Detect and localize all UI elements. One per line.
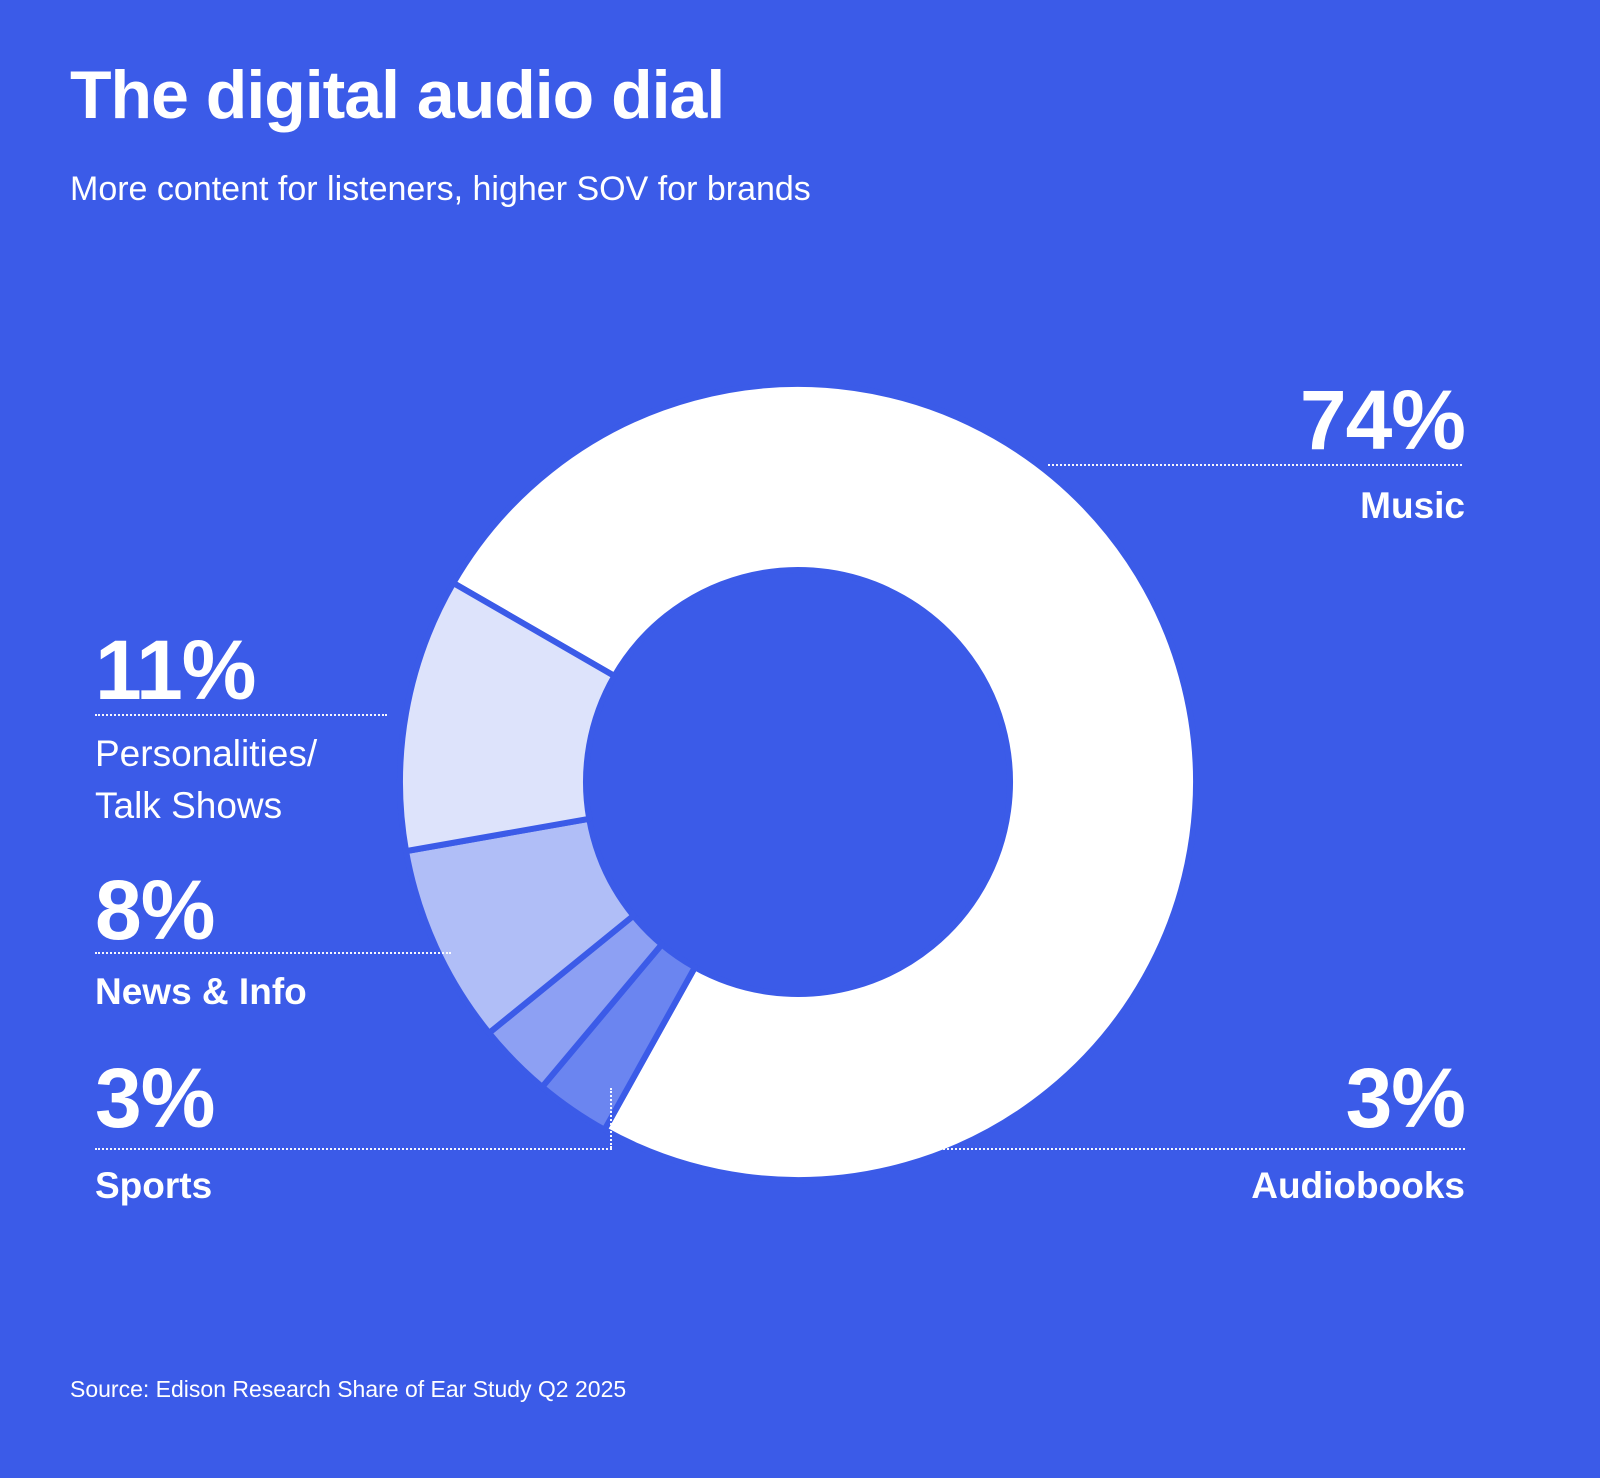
audiobooks-percent-label: 3% bbox=[1345, 1051, 1466, 1145]
sports-leader-line bbox=[95, 1148, 612, 1150]
page-subtitle: More content for listeners, higher SOV f… bbox=[70, 170, 811, 208]
personalities-label-line2: Talk Shows bbox=[95, 784, 283, 826]
donut-segment-music bbox=[450, 381, 1199, 1183]
source-note: Source: Edison Research Share of Ear Stu… bbox=[70, 1376, 627, 1402]
personalities-leader-line bbox=[95, 714, 387, 716]
music-label: Music bbox=[1360, 485, 1465, 526]
news-percent-label: 8% bbox=[95, 863, 215, 957]
audiobooks-leader-line-vertical bbox=[680, 1122, 682, 1148]
personalities-label: Personalities/ Talk Shows bbox=[95, 728, 317, 832]
audiobooks-leader-line bbox=[680, 1148, 1465, 1150]
sports-percent-label: 3% bbox=[95, 1051, 215, 1145]
personalities-label-line1: Personalities/ bbox=[95, 733, 318, 774]
audiobooks-label: Audiobooks bbox=[1251, 1165, 1465, 1206]
music-leader-line bbox=[1048, 464, 1462, 466]
donut-segment-personalities-talk-shows bbox=[397, 580, 618, 855]
sports-label: Sports bbox=[95, 1165, 213, 1206]
news-leader-line bbox=[95, 952, 451, 954]
donut-chart bbox=[397, 381, 1199, 1183]
sports-leader-line-vertical bbox=[610, 1088, 612, 1148]
music-percent-label: 74% bbox=[1299, 373, 1466, 467]
news-label: News & Info bbox=[95, 971, 307, 1012]
page-title: The digital audio dial bbox=[70, 57, 725, 133]
personalities-percent-label: 11% bbox=[95, 623, 256, 717]
